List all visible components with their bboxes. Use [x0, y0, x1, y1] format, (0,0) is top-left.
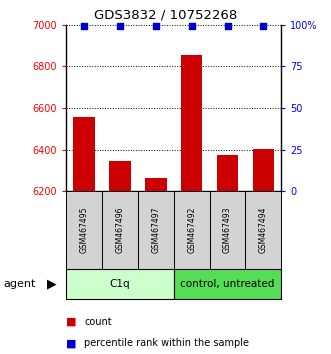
- Text: count: count: [84, 317, 112, 327]
- Text: percentile rank within the sample: percentile rank within the sample: [84, 338, 249, 348]
- Text: ■: ■: [66, 338, 77, 348]
- Point: [261, 24, 266, 29]
- Text: GDS3832 / 10752268: GDS3832 / 10752268: [94, 9, 237, 22]
- Bar: [138, 191, 174, 269]
- Text: C1q: C1q: [110, 279, 130, 289]
- Text: agent: agent: [3, 279, 36, 289]
- Text: GSM467494: GSM467494: [259, 207, 268, 253]
- Text: GSM467497: GSM467497: [151, 207, 160, 253]
- Bar: [210, 191, 246, 269]
- Text: GSM467492: GSM467492: [187, 207, 196, 253]
- Bar: [253, 149, 274, 191]
- Bar: [66, 269, 174, 299]
- Bar: [102, 191, 138, 269]
- Text: ▶: ▶: [46, 278, 56, 291]
- Bar: [181, 55, 203, 191]
- Bar: [109, 161, 131, 191]
- Bar: [174, 191, 210, 269]
- Point: [189, 24, 194, 29]
- Text: ■: ■: [66, 317, 77, 327]
- Text: control, untreated: control, untreated: [180, 279, 275, 289]
- Bar: [73, 117, 95, 191]
- Point: [153, 24, 159, 29]
- Bar: [66, 191, 102, 269]
- Point: [225, 24, 230, 29]
- Bar: [217, 155, 238, 191]
- Text: GSM467495: GSM467495: [80, 207, 89, 253]
- Bar: [246, 191, 281, 269]
- Point: [81, 24, 87, 29]
- Point: [117, 24, 122, 29]
- Text: GSM467496: GSM467496: [116, 207, 124, 253]
- Text: GSM467493: GSM467493: [223, 207, 232, 253]
- Bar: [174, 269, 281, 299]
- Bar: [145, 178, 166, 191]
